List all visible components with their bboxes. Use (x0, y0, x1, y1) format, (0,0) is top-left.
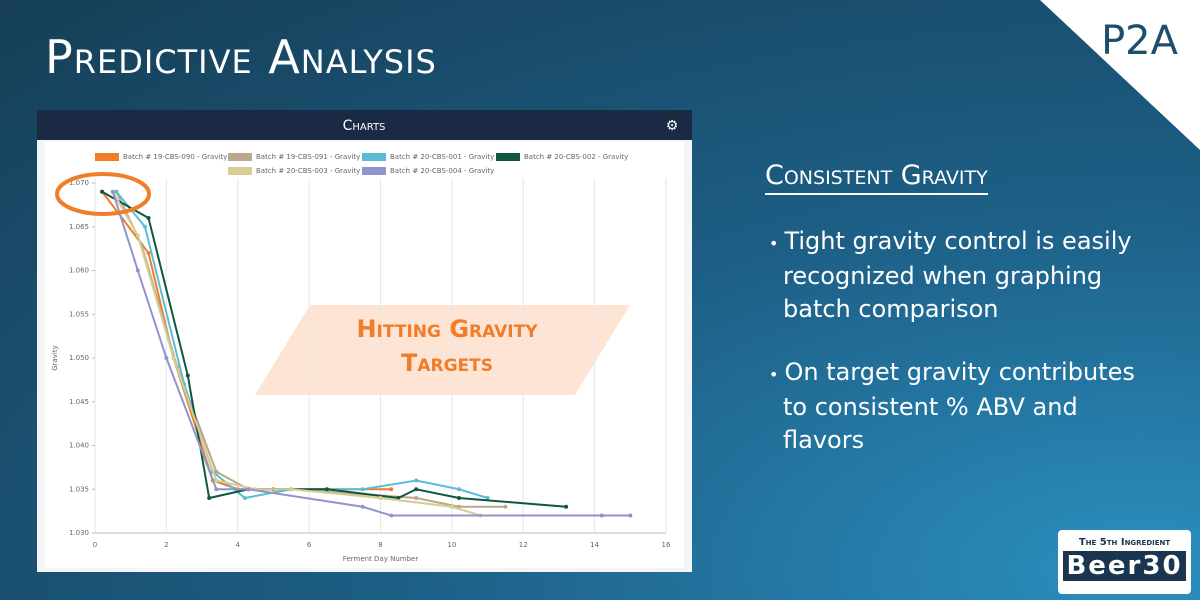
data-point (457, 496, 462, 500)
slide-title: Predictive Analysis (45, 30, 437, 84)
x-tick-label: 0 (93, 541, 97, 549)
data-point (628, 513, 633, 518)
y-tick-label: 1.035 (69, 485, 89, 493)
legend-swatch (95, 153, 119, 161)
y-tick-label: 1.055 (69, 310, 89, 318)
data-point (214, 487, 219, 492)
x-tick-label: 4 (236, 541, 241, 549)
y-tick-label: 1.060 (69, 267, 89, 275)
legend-swatch (362, 167, 386, 175)
legend-label: Batch # 20-CBS-001 - Gravity (390, 153, 494, 161)
y-tick-label: 1.065 (69, 223, 89, 231)
corner-decoration (1040, 0, 1200, 150)
legend-label: Batch # 20-CBS-003 - Gravity (256, 167, 360, 175)
data-point (114, 189, 119, 194)
bullet: Tight gravity control is easily recogniz… (755, 225, 1165, 326)
data-point (246, 487, 251, 492)
x-tick-label: 14 (590, 541, 599, 549)
data-point (414, 487, 419, 492)
bullet-list: Tight gravity control is easily recogniz… (755, 225, 1165, 487)
logo: The 5th Ingredient Beer30 (1058, 530, 1191, 594)
data-point (135, 268, 140, 273)
y-tick-label: 1.070 (69, 179, 89, 187)
annotation-shape (255, 305, 630, 395)
y-tick-label: 1.050 (69, 354, 89, 362)
data-point (396, 496, 401, 500)
data-point (207, 496, 212, 500)
x-axis-label: Ferment Day Number (343, 555, 419, 563)
data-point (414, 478, 419, 483)
data-point (378, 496, 383, 500)
data-point (146, 216, 151, 220)
side-heading: Consistent Gravity (765, 160, 988, 195)
data-point (289, 487, 294, 492)
series-line (115, 191, 488, 500)
data-point (503, 504, 508, 509)
data-point (135, 233, 140, 238)
y-tick-label: 1.045 (69, 398, 89, 406)
data-point (389, 487, 394, 492)
legend-swatch (362, 153, 386, 161)
data-point (164, 356, 169, 360)
legend-label: Batch # 19-CBS-090 - Gravity (123, 153, 227, 161)
chart-annotation: Hitting Gravity Targets (356, 315, 538, 377)
data-point (171, 356, 176, 360)
data-point (185, 373, 190, 378)
y-axis-label: Gravity (51, 345, 59, 371)
data-point (142, 224, 147, 229)
chart: Charts ⚙ 0 2 4 6 8 10 12 14 16 1.030 1.035 1.040 1.0… (37, 110, 692, 572)
settings-icon[interactable]: ⚙ (666, 118, 679, 134)
data-point (110, 189, 115, 194)
x-tick-label: 10 (447, 541, 456, 549)
legend-swatch (496, 153, 520, 161)
y-tick-label: 1.040 (69, 442, 89, 450)
x-tick-label: 12 (519, 541, 528, 549)
data-point (389, 513, 394, 518)
legend-label: Batch # 19-CBS-091 - Gravity (256, 153, 360, 161)
y-tick-label: 1.030 (69, 529, 89, 537)
data-point (360, 504, 365, 509)
data-point (485, 496, 490, 500)
logo-text: The 5th Ingredient (1078, 537, 1171, 548)
data-point (100, 189, 105, 194)
x-tick-label: 8 (378, 541, 382, 549)
slide-badge: P2A (1101, 18, 1178, 64)
data-point (414, 496, 419, 500)
data-point (146, 251, 151, 255)
data-point (214, 478, 219, 483)
data-point (242, 496, 247, 500)
data-point (360, 487, 365, 492)
data-point (564, 504, 569, 509)
data-point (324, 487, 329, 492)
data-point (449, 504, 454, 509)
x-tick-label: 2 (164, 541, 168, 549)
legend-label: Batch # 20-CBS-004 - Gravity (390, 167, 494, 175)
data-point (457, 487, 462, 492)
data-point (599, 513, 604, 518)
highlight-circle (55, 172, 151, 216)
logo-text: Beer30 (1063, 551, 1186, 581)
x-tick-label: 6 (307, 541, 312, 549)
legend-swatch (228, 167, 252, 175)
legend-label: Batch # 20-CBS-002 - Gravity (524, 153, 628, 161)
legend-swatch (228, 153, 252, 161)
x-tick-label: 16 (662, 541, 671, 549)
chart-panel: Charts ⚙ 0 2 4 6 8 10 12 14 16 1.030 1.035 1.040 1.0… (37, 110, 692, 576)
bullet: On target gravity contributes to consist… (755, 356, 1165, 457)
panel-title: Charts (343, 118, 386, 134)
